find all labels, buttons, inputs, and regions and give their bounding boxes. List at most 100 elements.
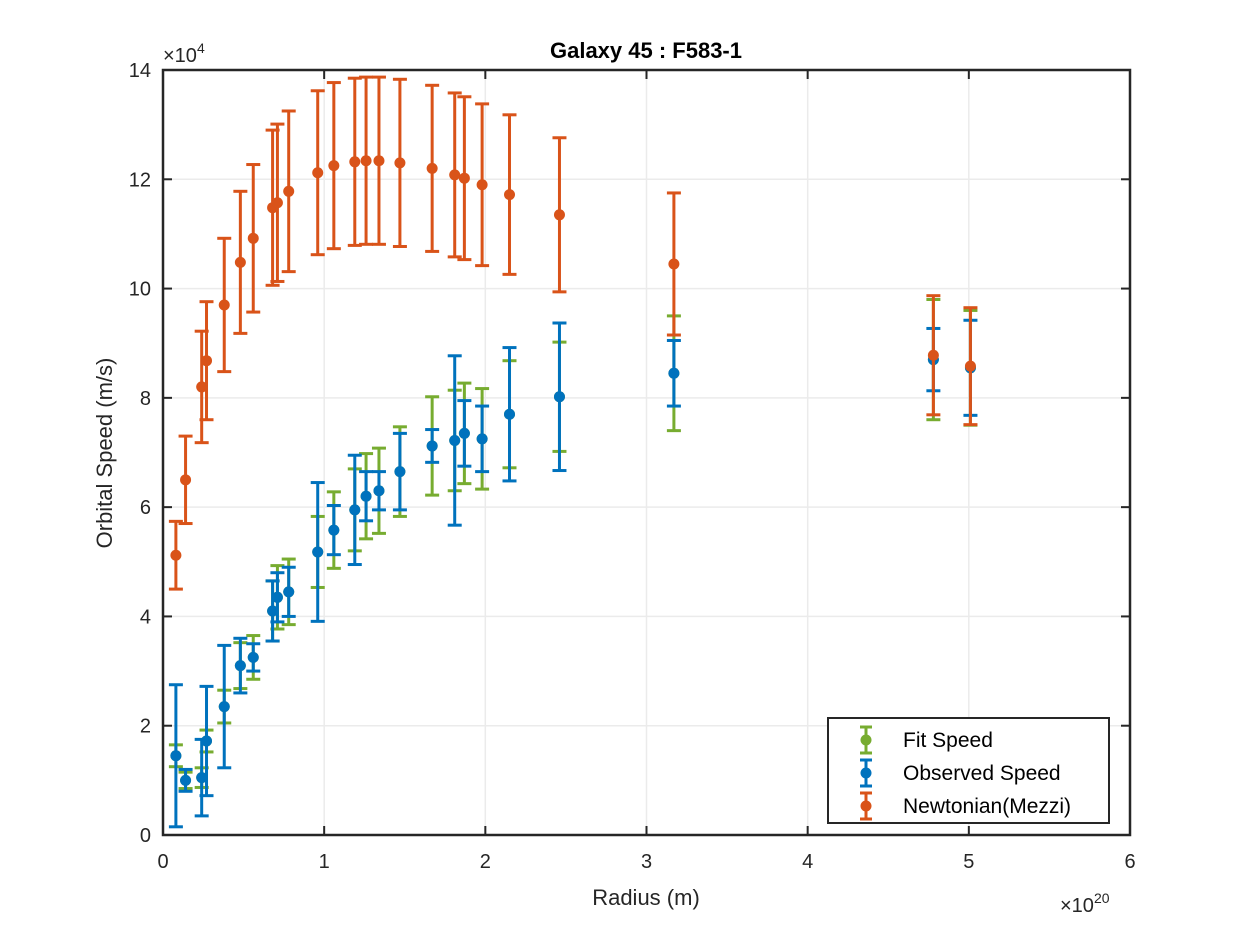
newtonian-mezzi-point (326, 81, 341, 251)
x-tick-label: 3 (641, 851, 652, 873)
observed-speed-point (217, 643, 232, 770)
y-axis-exponent: ×104 (163, 40, 205, 67)
observed-speed-marker (328, 524, 340, 536)
newtonian-mezzi-point (457, 95, 472, 262)
newtonian-mezzi-point (217, 236, 232, 374)
observed-speed-marker (180, 774, 192, 786)
x-tick-label: 5 (963, 851, 974, 873)
newtonian-mezzi-point (392, 77, 407, 248)
newtonian-mezzi-point (178, 434, 193, 526)
newtonian-mezzi-marker (964, 360, 976, 372)
newtonian-mezzi-point (447, 91, 462, 259)
newtonian-mezzi-point (371, 75, 386, 246)
observed-speed-point (475, 404, 490, 474)
observed-speed-point (347, 453, 362, 567)
newtonian-mezzi-marker (458, 172, 470, 184)
legend-label-newtonian: Newtonian(Mezzi) (903, 795, 1071, 818)
observed-speed-marker (349, 504, 361, 516)
y-tick-label: 2 (140, 716, 151, 738)
observed-speed-point (310, 481, 325, 623)
observed-speed-point (552, 321, 567, 473)
y-tick-label: 8 (140, 388, 151, 410)
y-axis-label: Orbital Speed (m/s) (92, 358, 117, 549)
legend-box (827, 717, 1110, 824)
x-axis-exponent: ×1020 (1060, 890, 1110, 917)
newtonian-mezzi-point (233, 189, 248, 335)
newtonian-mezzi-marker (271, 197, 283, 209)
legend-label-fit-speed: Fit Speed (903, 729, 993, 752)
observed-speed-marker (170, 750, 182, 762)
newtonian-mezzi-marker (196, 381, 208, 393)
observed-speed-marker (271, 591, 283, 603)
chart-title: Galaxy 45 : F583-1 (550, 38, 742, 63)
observed-speed-marker (476, 433, 488, 445)
legend: Fit Speed Observed Speed Newtonian(Mezzi… (827, 717, 1110, 824)
y-tick-label: 10 (129, 279, 151, 301)
observed-speed-point (199, 684, 214, 798)
newtonian-mezzi-marker (927, 349, 939, 361)
observed-speed-marker (668, 367, 680, 379)
newtonian-mezzi-point (926, 294, 941, 417)
newtonian-mezzi-point (666, 191, 681, 337)
legend-entry-fit-speed: Fit Speed (860, 725, 993, 755)
newtonian-mezzi-marker (170, 549, 182, 561)
observed-speed-point (425, 428, 440, 464)
newtonian-mezzi-point (270, 122, 285, 283)
newtonian-mezzi-marker (180, 474, 192, 486)
observed-speed-point (281, 565, 296, 618)
newtonian-mezzi-point (199, 300, 214, 422)
x-tick-label: 6 (1124, 851, 1135, 873)
observed-speed-point (502, 346, 517, 483)
y-tick-label: 0 (140, 825, 151, 847)
x-tick-label: 1 (319, 851, 330, 873)
newtonian-mezzi-marker (373, 155, 385, 167)
observed-speed-point (447, 354, 462, 527)
observed-speed-marker (504, 408, 516, 420)
newtonian-mezzi-marker (283, 185, 295, 197)
series-newtonian-mezzi (168, 75, 978, 591)
y-exponent-base: ×10 (163, 45, 197, 67)
observed-speed-marker (426, 440, 438, 452)
observed-speed-marker (373, 485, 385, 497)
newtonian-mezzi-marker (360, 155, 372, 167)
legend-entry-observed-speed: Observed Speed (860, 758, 1061, 788)
legend-marker-fit-speed (860, 725, 872, 755)
y-tick-label: 4 (140, 606, 151, 628)
observed-speed-marker (394, 466, 406, 478)
legend-dot (860, 767, 872, 779)
observed-speed-marker (312, 546, 324, 558)
y-exponent-power: 4 (197, 40, 205, 56)
newtonian-mezzi-point (310, 89, 325, 257)
observed-speed-marker (201, 735, 213, 747)
newtonian-mezzi-marker (668, 258, 680, 270)
observed-speed-marker (267, 605, 279, 617)
newtonian-mezzi-marker (476, 179, 488, 191)
observed-speed-marker (234, 660, 246, 672)
observed-speed-point (326, 504, 341, 557)
observed-speed-point (666, 338, 681, 408)
newtonian-mezzi-marker (218, 299, 230, 311)
observed-speed-marker (449, 434, 461, 446)
newtonian-mezzi-point (425, 83, 440, 253)
observed-speed-marker (553, 391, 565, 403)
observed-speed-point (359, 470, 374, 523)
newtonian-mezzi-point (281, 109, 296, 274)
newtonian-mezzi-marker (201, 355, 213, 367)
x-tick-label: 2 (480, 851, 491, 873)
y-tick-label: 12 (129, 169, 151, 191)
observed-speed-point (392, 431, 407, 512)
legend-label-observed-speed: Observed Speed (903, 762, 1061, 785)
newtonian-mezzi-marker (234, 256, 246, 268)
newtonian-mezzi-point (502, 113, 517, 276)
observed-speed-marker (247, 651, 259, 663)
observed-speed-marker (283, 586, 295, 598)
observed-speed-marker (458, 427, 470, 439)
newtonian-mezzi-point (963, 306, 978, 427)
newtonian-mezzi-marker (312, 167, 324, 179)
observed-speed-point (457, 399, 472, 468)
newtonian-mezzi-point (246, 163, 261, 314)
newtonian-mezzi-point (359, 75, 374, 246)
newtonian-mezzi-marker (349, 156, 361, 168)
observed-speed-marker (218, 701, 230, 713)
